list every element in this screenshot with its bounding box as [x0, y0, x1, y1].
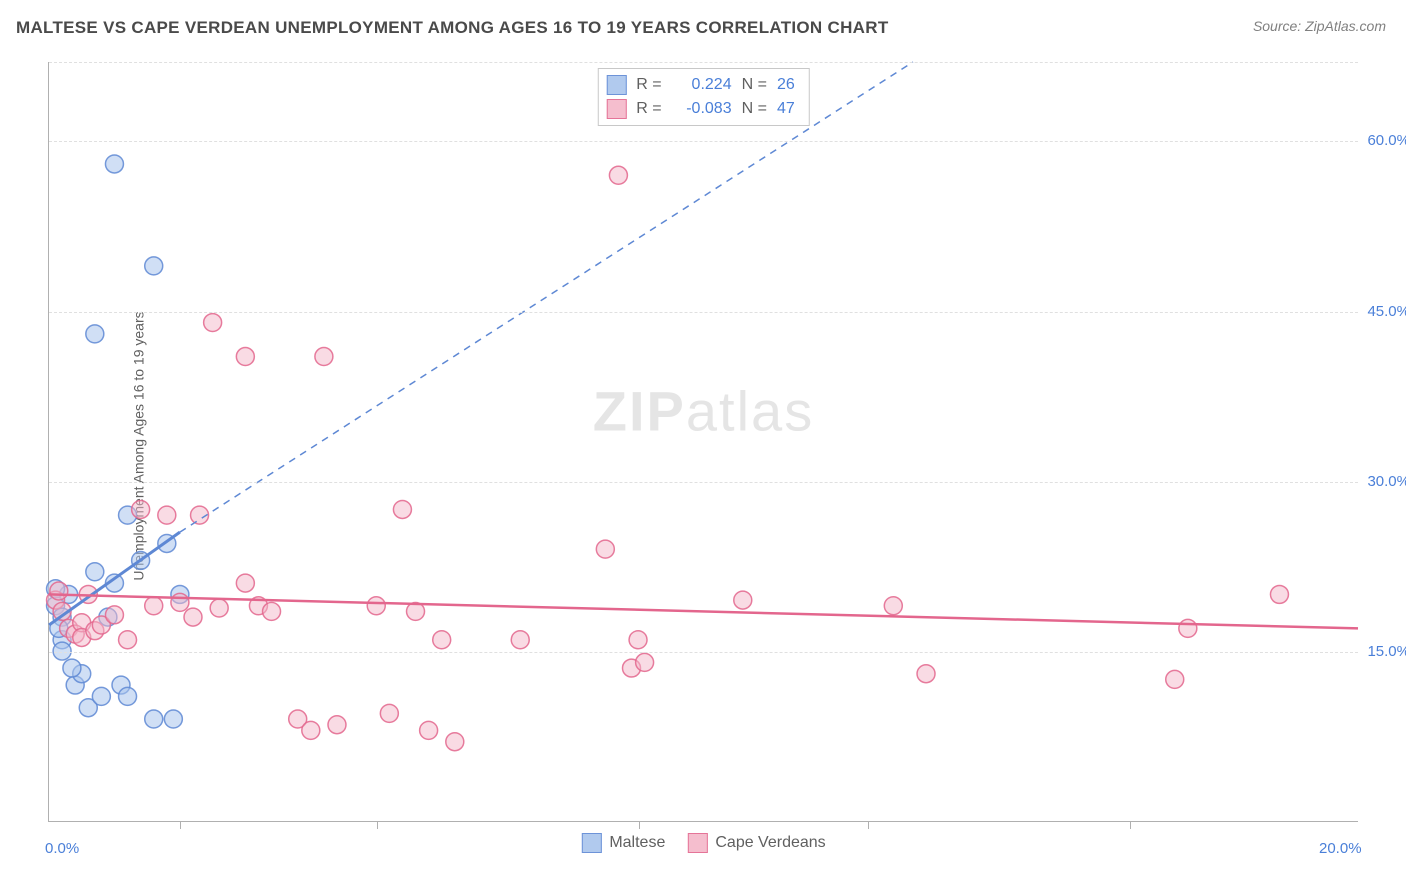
chart-title: MALTESE VS CAPE VERDEAN UNEMPLOYMENT AMO… — [16, 18, 889, 38]
data-point — [629, 631, 647, 649]
x-tick — [868, 821, 869, 829]
data-point — [1166, 670, 1184, 688]
data-point — [86, 325, 104, 343]
data-point — [63, 659, 81, 677]
data-point — [164, 710, 182, 728]
gridline — [49, 312, 1358, 313]
r-value-1: 0.224 — [672, 73, 732, 97]
trend-line — [49, 594, 1358, 628]
n-label-2: N = — [742, 97, 767, 121]
data-point — [884, 597, 902, 615]
y-tick-label: 15.0% — [1367, 643, 1406, 660]
data-point — [263, 602, 281, 620]
data-point — [302, 721, 320, 739]
data-point — [1179, 619, 1197, 637]
data-point — [609, 166, 627, 184]
maltese-legend-label: Maltese — [609, 834, 665, 852]
maltese-swatch-2 — [581, 833, 601, 853]
stats-legend: R = 0.224 N = 26 R = -0.083 N = 47 — [597, 68, 809, 126]
data-point — [636, 653, 654, 671]
data-point — [210, 599, 228, 617]
data-point — [132, 500, 150, 518]
data-point — [158, 506, 176, 524]
data-point — [86, 563, 104, 581]
legend-entry-maltese: Maltese — [581, 833, 665, 853]
chart-plot-area: ZIPatlas R = 0.224 N = 26 R = -0.083 N =… — [48, 62, 1358, 822]
chart-svg — [49, 62, 1358, 821]
data-point — [236, 348, 254, 366]
gridline — [49, 62, 1358, 63]
data-point — [315, 348, 333, 366]
y-tick-label: 30.0% — [1367, 473, 1406, 490]
x-tick-label: 0.0% — [45, 840, 79, 857]
stats-row-cape: R = -0.083 N = 47 — [606, 97, 794, 121]
x-tick — [180, 821, 181, 829]
data-point — [145, 257, 163, 275]
cape-swatch-2 — [687, 833, 707, 853]
data-point — [171, 593, 189, 611]
data-point — [433, 631, 451, 649]
x-tick — [639, 821, 640, 829]
r-label-1: R = — [636, 73, 661, 97]
data-point — [92, 687, 110, 705]
data-point — [1270, 585, 1288, 603]
series-legend: Maltese Cape Verdeans — [581, 833, 825, 853]
data-point — [236, 574, 254, 592]
r-label-2: R = — [636, 97, 661, 121]
data-point — [204, 314, 222, 332]
data-point — [393, 500, 411, 518]
x-tick-label: 20.0% — [1319, 840, 1362, 857]
maltese-swatch — [606, 75, 626, 95]
data-point — [328, 716, 346, 734]
gridline — [49, 141, 1358, 142]
cape-swatch — [606, 99, 626, 119]
stats-row-maltese: R = 0.224 N = 26 — [606, 73, 794, 97]
data-point — [145, 710, 163, 728]
data-point — [184, 608, 202, 626]
n-value-1: 26 — [777, 73, 795, 97]
r-value-2: -0.083 — [672, 97, 732, 121]
data-point — [119, 687, 137, 705]
data-point — [119, 631, 137, 649]
y-tick-label: 60.0% — [1367, 132, 1406, 149]
data-point — [50, 582, 68, 600]
data-point — [917, 665, 935, 683]
data-point — [511, 631, 529, 649]
legend-entry-cape: Cape Verdeans — [687, 833, 825, 853]
x-tick — [377, 821, 378, 829]
data-point — [367, 597, 385, 615]
gridline — [49, 652, 1358, 653]
trend-line-dashed — [180, 62, 913, 532]
data-point — [420, 721, 438, 739]
data-point — [734, 591, 752, 609]
n-label-1: N = — [742, 73, 767, 97]
n-value-2: 47 — [777, 97, 795, 121]
source-attribution: Source: ZipAtlas.com — [1253, 18, 1386, 34]
data-point — [446, 733, 464, 751]
x-tick — [1130, 821, 1131, 829]
data-point — [105, 155, 123, 173]
data-point — [380, 704, 398, 722]
data-point — [105, 606, 123, 624]
y-tick-label: 45.0% — [1367, 303, 1406, 320]
gridline — [49, 482, 1358, 483]
data-point — [596, 540, 614, 558]
cape-legend-label: Cape Verdeans — [715, 834, 825, 852]
data-point — [145, 597, 163, 615]
